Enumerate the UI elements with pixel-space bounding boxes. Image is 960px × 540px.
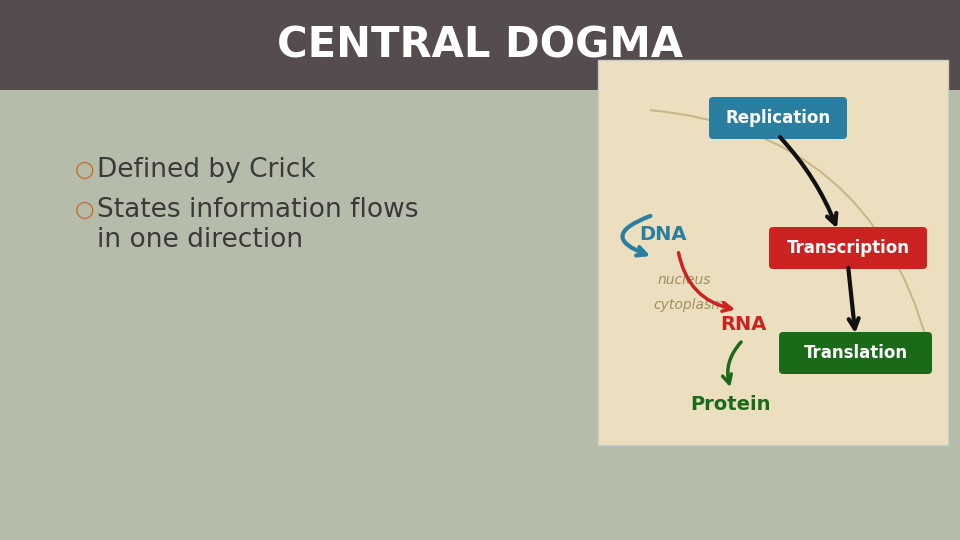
Text: cytoplasm: cytoplasm (653, 298, 725, 312)
FancyArrowPatch shape (622, 216, 650, 255)
FancyArrowPatch shape (679, 253, 732, 311)
Text: Defined by Crick: Defined by Crick (97, 157, 316, 183)
FancyBboxPatch shape (709, 97, 847, 139)
FancyArrowPatch shape (849, 268, 858, 329)
FancyBboxPatch shape (779, 332, 932, 374)
Text: CENTRAL DOGMA: CENTRAL DOGMA (276, 24, 684, 66)
Text: Translation: Translation (804, 344, 907, 362)
Text: ○: ○ (75, 160, 94, 180)
Text: States information flows: States information flows (97, 197, 419, 223)
FancyArrowPatch shape (651, 110, 927, 342)
FancyBboxPatch shape (0, 0, 960, 90)
FancyArrowPatch shape (723, 342, 741, 383)
Text: ○: ○ (75, 200, 94, 220)
Text: Transcription: Transcription (786, 239, 909, 257)
Text: DNA: DNA (639, 226, 686, 245)
Text: Replication: Replication (726, 109, 830, 127)
Text: nucleus: nucleus (658, 273, 711, 287)
FancyBboxPatch shape (769, 227, 927, 269)
Text: in one direction: in one direction (97, 227, 303, 253)
FancyBboxPatch shape (598, 60, 948, 445)
FancyArrowPatch shape (780, 137, 836, 224)
Text: RNA: RNA (720, 315, 766, 334)
Text: Protein: Protein (691, 395, 771, 415)
